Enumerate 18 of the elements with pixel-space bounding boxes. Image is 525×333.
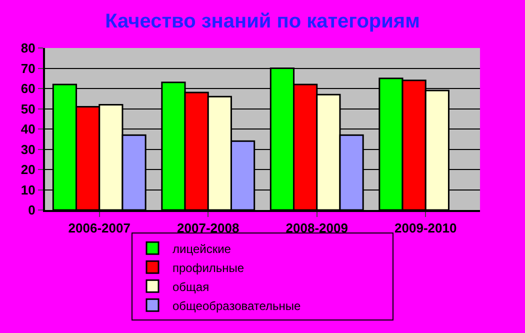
x-tick-label: 2007-2008 xyxy=(177,220,240,236)
x-tick-label: 2008-2009 xyxy=(286,220,348,236)
legend-label: лицейские xyxy=(172,242,232,256)
y-tick-label: 70 xyxy=(20,60,36,76)
x-tick-label: 2009-2010 xyxy=(394,220,457,236)
y-tick-label: 80 xyxy=(20,40,36,56)
y-tick-label: 50 xyxy=(20,101,36,116)
y-tick-label: 0 xyxy=(28,202,36,218)
chart-title: Качество знаний по категориям xyxy=(105,10,420,32)
y-tick-label: 20 xyxy=(20,162,36,178)
y-tick-label: 60 xyxy=(20,81,36,96)
y-tick-label: 40 xyxy=(20,122,36,137)
legend-label: общая xyxy=(172,280,210,294)
legend-label: профильные xyxy=(172,260,244,275)
legend-label: общеобразовательные xyxy=(172,298,302,313)
y-tick-label: 10 xyxy=(20,182,36,198)
x-tick-label: 2006-2007 xyxy=(68,220,130,236)
y-tick-label: 30 xyxy=(20,142,36,157)
